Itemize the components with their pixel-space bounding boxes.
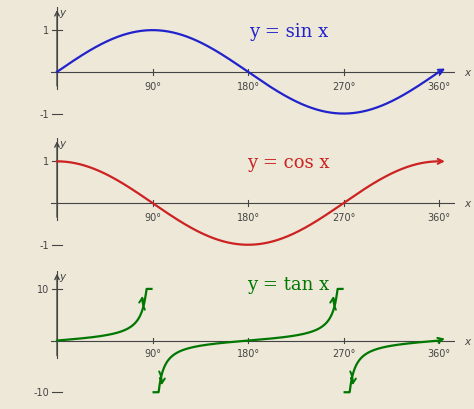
Text: 90°: 90° [144,82,161,92]
Text: x: x [465,198,471,209]
Text: -1: -1 [40,109,49,119]
Text: 180°: 180° [237,213,260,223]
Text: 270°: 270° [332,82,356,92]
Text: -10: -10 [34,387,49,397]
Text: y: y [59,271,65,281]
Text: 1: 1 [44,26,49,36]
Text: 270°: 270° [332,213,356,223]
Text: 360°: 360° [428,82,451,92]
Text: 270°: 270° [332,348,356,358]
Text: -1: -1 [40,240,49,250]
Text: 180°: 180° [237,82,260,92]
Text: 1: 1 [44,157,49,167]
Text: 180°: 180° [237,348,260,358]
Text: y: y [59,8,65,18]
Text: 90°: 90° [144,213,161,223]
Text: y: y [59,139,65,149]
Text: 360°: 360° [428,348,451,358]
Text: 360°: 360° [428,213,451,223]
Text: x: x [465,67,471,78]
Text: x: x [465,336,471,346]
Text: y = sin x: y = sin x [248,22,328,40]
Text: y = cos x: y = cos x [247,153,329,171]
Text: 10: 10 [37,284,49,294]
Text: y = tan x: y = tan x [247,275,329,293]
Text: 90°: 90° [144,348,161,358]
